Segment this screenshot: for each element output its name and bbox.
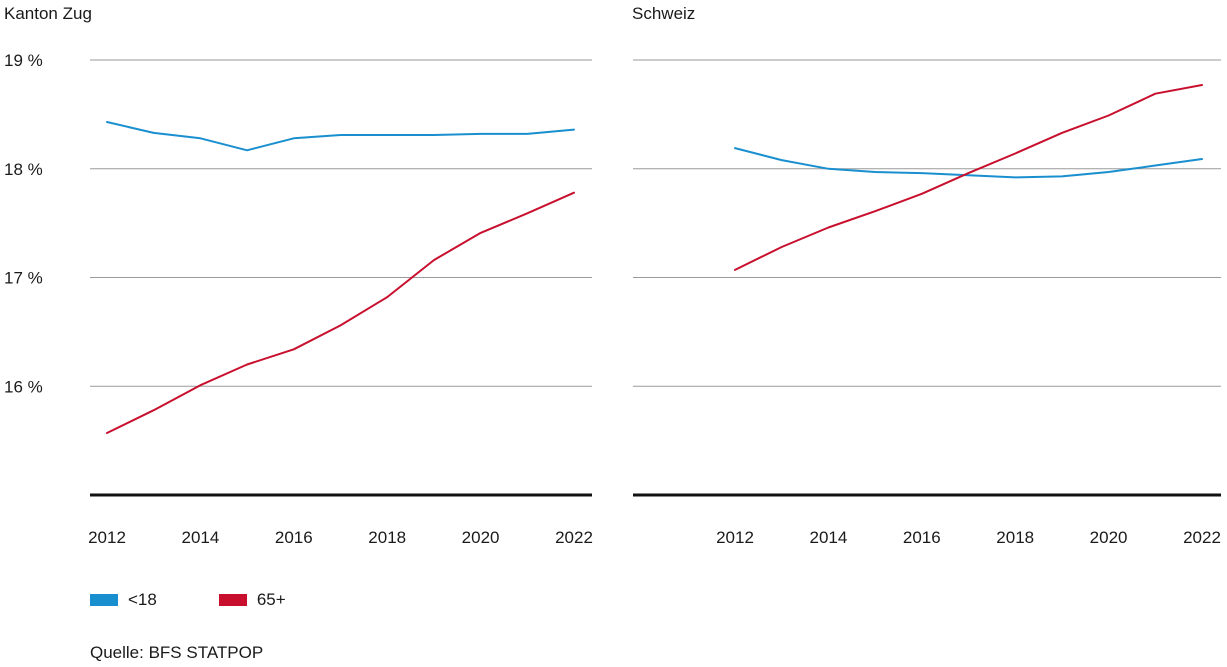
source-note: Quelle: BFS STATPOP [90,643,264,662]
schweiz-x-tick-label: 2018 [996,528,1034,547]
zug-x-tick-label: 2022 [555,528,593,547]
zug-y-tick-label: 18 % [4,160,43,179]
schweiz-x-tick-label: 2016 [903,528,941,547]
schweiz-x-tick-label: 2020 [1090,528,1128,547]
zug-x-tick-label: 2012 [88,528,126,547]
zug-x-tick-label: 2014 [181,528,219,547]
zug-x-tick-label: 2016 [275,528,313,547]
legend-label-65plus: 65+ [256,590,286,609]
zug-series-65plus-line [106,191,575,434]
zug-title: Kanton Zug [4,4,92,23]
schweiz-title: Schweiz [632,4,695,23]
schweiz-series-under18-line [734,147,1203,179]
legend-item-under18: <18 [90,590,157,610]
zug-x-tick-label: 2018 [368,528,406,547]
zug-series-under18-line [106,121,575,152]
legend-swatch-65plus [218,594,247,606]
legend-swatch-under18 [90,594,118,606]
legend: <18 65+ [90,590,286,610]
schweiz-x-tick-label: 2012 [716,528,754,547]
legend-item-65plus: 65+ [218,590,286,610]
legend-label-under18: <18 [128,590,157,609]
schweiz-x-tick-label: 2014 [809,528,847,547]
zug-y-tick-label: 19 % [4,51,43,70]
schweiz-series-65plus-line [734,84,1203,271]
zug-y-tick-label: 16 % [4,377,43,396]
zug-x-tick-label: 2020 [462,528,500,547]
schweiz-x-tick-label: 2022 [1183,528,1221,547]
zug-y-tick-label: 17 % [4,269,43,288]
